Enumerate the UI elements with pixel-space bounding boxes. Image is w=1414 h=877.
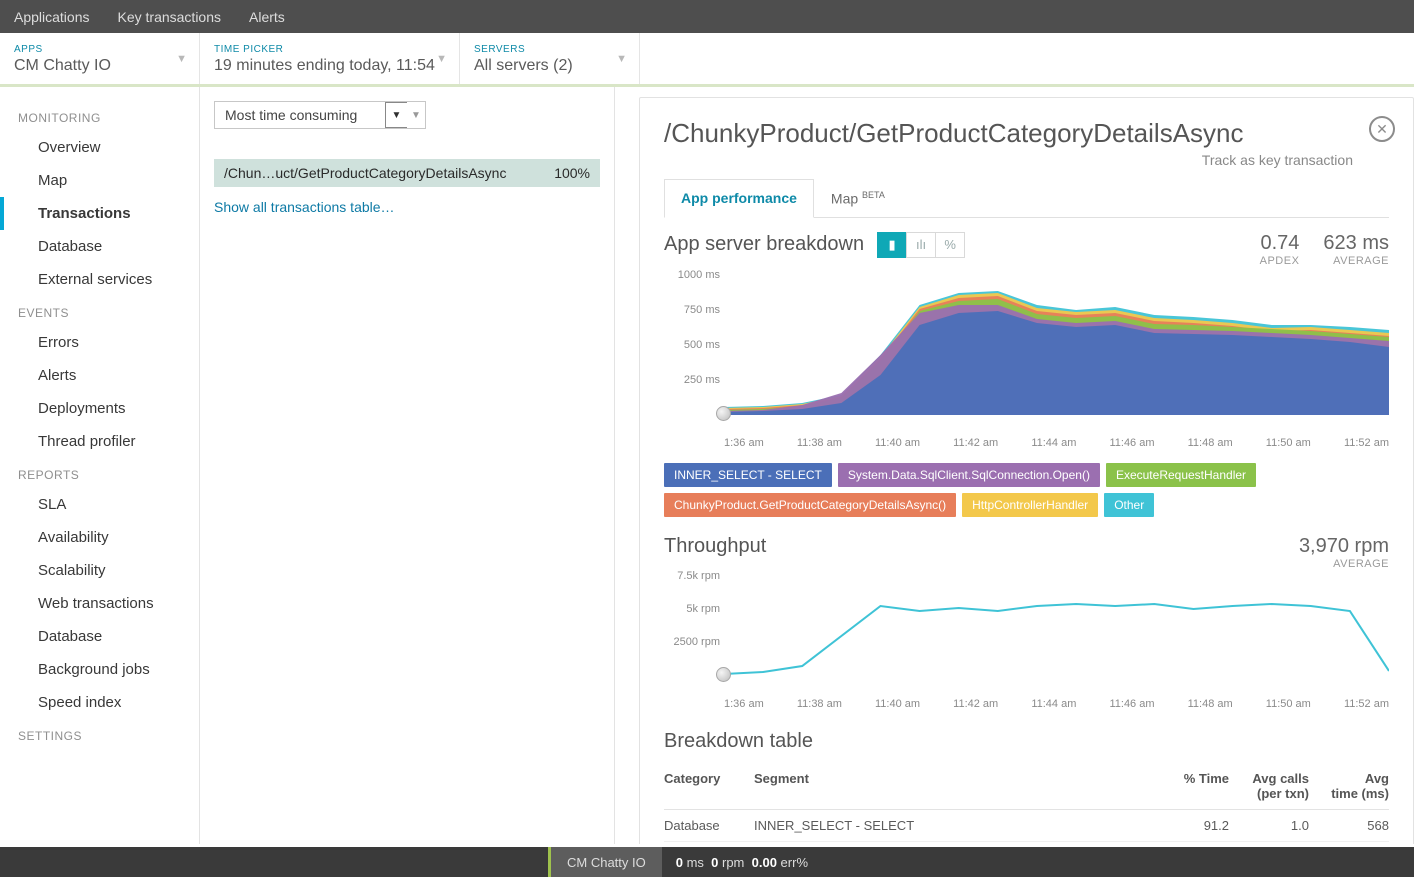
sidebar-heading: MONITORING [0,101,199,131]
tab-app-performance[interactable]: App performance [664,179,814,218]
server-picker-value: All servers (2) [474,57,625,75]
chevron-down-icon[interactable]: ▼ [385,102,407,128]
table-row[interactable]: DotNetSystem.Data.SqlClient.SqlConnectio… [664,842,1389,844]
sidebar: MONITORINGOverviewMapTransactionsDatabas… [0,87,200,844]
table-row[interactable]: DatabaseINNER_SELECT - SELECT91.21.0568 [664,810,1389,842]
legend-item[interactable]: System.Data.SqlClient.SqlConnection.Open… [838,463,1100,487]
sidebar-item-external-services[interactable]: External services [0,263,199,296]
throughput-title: Throughput [664,535,766,558]
sidebar-heading: EVENTS [0,296,199,326]
tab-alerts[interactable]: Alerts [249,9,285,25]
transaction-name: /Chun…uct/GetProductCategoryDetailsAsync [224,165,506,181]
app-picker-value: CM Chatty IO [14,57,185,75]
sidebar-item-web-transactions[interactable]: Web transactions [0,587,199,620]
breakdown-table-title: Breakdown table [664,730,1389,753]
time-picker-label: TIME PICKER [214,44,445,55]
average-metric: 623 msAVERAGE [1323,232,1389,267]
chart-type-toggle: ▮ ılı % [878,232,965,258]
sort-select-value: Most time consuming [215,107,385,123]
sidebar-item-transactions[interactable]: Transactions [0,197,199,230]
top-tab-bar: Applications Key transactions Alerts [0,0,1414,33]
app-picker[interactable]: APPS CM Chatty IO ▼ [0,33,200,84]
legend-item[interactable]: ExecuteRequestHandler [1106,463,1256,487]
sidebar-item-map[interactable]: Map [0,164,199,197]
apdex-metric: 0.74APDEX [1260,232,1300,267]
sidebar-item-alerts[interactable]: Alerts [0,359,199,392]
chevron-down-icon: ▼ [176,53,187,65]
time-picker[interactable]: TIME PICKER 19 minutes ending today, 11:… [200,33,460,84]
status-bar: CM Chatty IO 0 ms 0 rpm 0.00 err% [0,847,1414,877]
slider-knob-icon[interactable] [716,406,731,421]
throughput-chart[interactable]: 7.5k rpm5k rpm2500 rpm [664,576,1389,696]
breakdown-legend: INNER_SELECT - SELECTSystem.Data.SqlClie… [664,463,1389,517]
sidebar-item-errors[interactable]: Errors [0,326,199,359]
sidebar-item-database[interactable]: Database [0,620,199,653]
table-header: Category Segment % Time Avg calls(per tx… [664,763,1389,810]
status-metrics: 0 ms 0 rpm 0.00 err% [662,855,822,870]
sidebar-item-background-jobs[interactable]: Background jobs [0,653,199,686]
track-key-transaction-link[interactable]: Track as key transaction [1202,152,1353,168]
sidebar-item-deployments[interactable]: Deployments [0,392,199,425]
tab-map[interactable]: Map BETA [814,179,902,217]
show-all-link[interactable]: Show all transactions table… [214,199,395,215]
sidebar-item-overview[interactable]: Overview [0,131,199,164]
chevron-down-icon[interactable]: ▼ [407,110,425,121]
close-icon[interactable]: ✕ [1369,116,1395,142]
picker-row: APPS CM Chatty IO ▼ TIME PICKER 19 minut… [0,33,1414,87]
detail-tabs: App performance Map BETA [664,179,1389,218]
sidebar-heading: REPORTS [0,458,199,488]
area-chart-icon[interactable]: ▮ [877,232,907,258]
sidebar-item-sla[interactable]: SLA [0,488,199,521]
transactions-panel: Most time consuming ▼ ▼ /Chun…uct/GetPro… [200,87,615,844]
chevron-down-icon: ▼ [616,53,627,65]
app-picker-label: APPS [14,44,185,55]
transaction-pct: 100% [554,165,590,181]
time-picker-value: 19 minutes ending today, 11:54 [214,57,445,75]
server-picker-label: SERVERS [474,44,625,55]
sidebar-item-database[interactable]: Database [0,230,199,263]
breakdown-chart[interactable]: 1000 ms750 ms500 ms250 ms [664,275,1389,435]
transaction-row[interactable]: /Chun…uct/GetProductCategoryDetailsAsync… [214,159,600,187]
sidebar-item-availability[interactable]: Availability [0,521,199,554]
sidebar-item-thread-profiler[interactable]: Thread profiler [0,425,199,458]
detail-title: /ChunkyProduct/GetProductCategoryDetails… [664,118,1389,149]
breakdown-title: App server breakdown [664,233,864,256]
legend-item[interactable]: HttpControllerHandler [962,493,1098,517]
sort-select[interactable]: Most time consuming ▼ ▼ [214,101,426,129]
legend-item[interactable]: Other [1104,493,1154,517]
percent-icon[interactable]: % [935,232,965,258]
tab-applications[interactable]: Applications [14,9,90,25]
chevron-down-icon: ▼ [436,53,447,65]
legend-item[interactable]: INNER_SELECT - SELECT [664,463,832,487]
slider-knob-icon[interactable] [716,667,731,682]
sidebar-heading: SETTINGS [0,719,199,749]
tab-key-transactions[interactable]: Key transactions [118,9,222,25]
server-picker[interactable]: SERVERS All servers (2) ▼ [460,33,640,84]
detail-panel: ✕ /ChunkyProduct/GetProductCategoryDetai… [615,87,1414,844]
legend-item[interactable]: ChunkyProduct.GetProductCategoryDetailsA… [664,493,956,517]
sidebar-item-scalability[interactable]: Scalability [0,554,199,587]
sidebar-item-speed-index[interactable]: Speed index [0,686,199,719]
rpm-metric: 3,970 rpmAVERAGE [1299,535,1389,570]
bar-chart-icon[interactable]: ılı [906,232,936,258]
status-app-name[interactable]: CM Chatty IO [548,847,662,877]
